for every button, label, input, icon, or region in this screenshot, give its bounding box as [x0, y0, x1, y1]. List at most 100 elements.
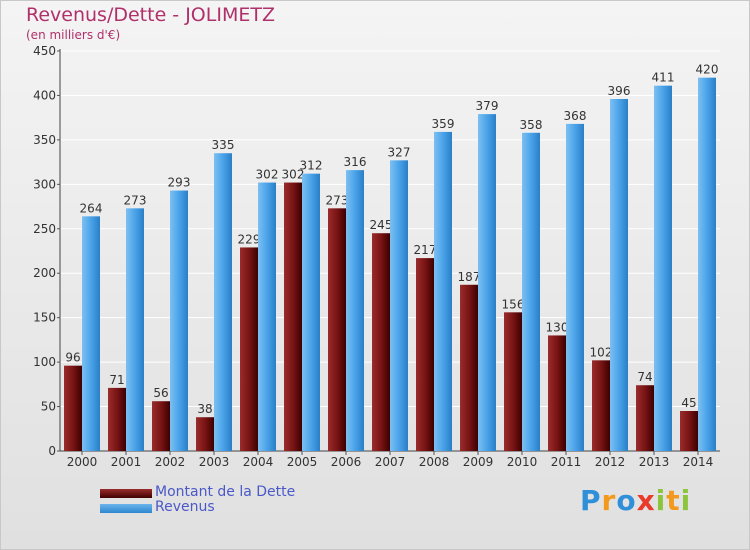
data-label-dette: 217	[414, 243, 437, 257]
logo-letter: r	[601, 484, 617, 517]
bar-dette	[504, 312, 522, 451]
x-tick-label: 2002	[155, 455, 186, 469]
bar-revenus	[478, 114, 496, 451]
data-label-dette: 56	[153, 386, 168, 400]
bar-dette	[548, 335, 566, 451]
x-tick-label: 2007	[375, 455, 406, 469]
x-tick-label: 2005	[287, 455, 318, 469]
data-label-dette: 302	[282, 168, 305, 182]
logo-letter: o	[616, 484, 637, 517]
data-label-dette: 273	[326, 193, 349, 207]
logo-letter: P	[580, 484, 602, 517]
bar-dette	[680, 411, 698, 451]
bar-dette	[416, 258, 434, 451]
bar-revenus	[522, 132, 540, 451]
bar-dette	[592, 360, 610, 451]
bar-dette	[372, 233, 390, 451]
logo-letter: x	[636, 484, 656, 517]
y-tick-label: 100	[33, 355, 56, 369]
x-tick-label: 2003	[199, 455, 230, 469]
x-tick-label: 2006	[331, 455, 362, 469]
data-label-revenus: 411	[652, 71, 675, 85]
chart-subtitle: (en milliers d'€)	[26, 28, 121, 42]
y-tick-label: 0	[48, 444, 56, 458]
bar-dette	[196, 417, 214, 451]
bar-dette	[152, 401, 170, 451]
proxiti-logo: Proxiti	[580, 484, 691, 517]
x-tick-label: 2004	[243, 455, 274, 469]
data-label-dette: 102	[590, 345, 613, 359]
x-tick-label: 2011	[551, 455, 582, 469]
x-tick-label: 2009	[463, 455, 494, 469]
legend-label-dette: Montant de la Dette	[155, 484, 296, 500]
logo-letter: t	[666, 484, 681, 517]
data-label-revenus: 273	[124, 193, 147, 207]
x-tick-label: 2012	[595, 455, 626, 469]
data-label-revenus: 293	[168, 176, 191, 190]
data-label-dette: 74	[637, 370, 652, 384]
bar-revenus	[214, 153, 232, 451]
logo-letter: i	[680, 484, 692, 517]
data-label-dette: 38	[197, 402, 212, 416]
bar-dette	[108, 387, 126, 451]
y-tick-label: 50	[41, 400, 56, 414]
data-label-revenus: 335	[212, 138, 235, 152]
x-tick-label: 2001	[111, 455, 142, 469]
x-tick-label: 2000	[67, 455, 98, 469]
data-label-revenus: 420	[696, 63, 719, 77]
bar-revenus	[390, 160, 408, 452]
data-label-revenus: 312	[300, 159, 323, 173]
bar-dette	[64, 365, 82, 451]
y-tick-label: 200	[33, 266, 56, 280]
legend-label-revenus: Revenus	[155, 499, 215, 515]
data-label-dette: 245	[370, 218, 393, 232]
data-label-dette: 96	[65, 351, 80, 365]
bar-dette	[460, 284, 478, 451]
legend-swatch-dette	[100, 489, 152, 498]
bar-revenus	[126, 208, 144, 451]
y-tick-label: 300	[33, 177, 56, 191]
bar-revenus	[610, 99, 628, 451]
x-tick-label: 2014	[683, 455, 714, 469]
y-tick-label: 250	[33, 222, 56, 236]
bar-dette	[328, 208, 346, 451]
data-label-dette: 71	[109, 373, 124, 387]
bar-revenus	[566, 123, 584, 451]
bar-dette	[240, 247, 258, 451]
bar-revenus	[258, 182, 276, 452]
y-tick-label: 350	[33, 133, 56, 147]
x-tick-label: 2010	[507, 455, 538, 469]
data-label-revenus: 379	[476, 99, 499, 113]
data-label-dette: 229	[238, 232, 261, 246]
data-label-dette: 156	[502, 297, 525, 311]
data-label-dette: 130	[546, 320, 569, 334]
x-tick-label: 2008	[419, 455, 450, 469]
bar-revenus	[654, 85, 672, 452]
y-tick-label: 400	[33, 88, 56, 102]
bar-revenus	[698, 77, 716, 452]
chart-title: Revenus/Dette - JOLIMETZ	[26, 4, 275, 26]
logo-letter: i	[655, 484, 667, 517]
bar-dette	[284, 182, 302, 452]
y-tick-label: 450	[33, 44, 56, 58]
bar-revenus	[434, 131, 452, 451]
y-tick-label: 150	[33, 311, 56, 325]
bar-revenus	[170, 190, 188, 452]
bar-revenus	[346, 170, 364, 451]
data-label-revenus: 359	[432, 117, 455, 131]
bar-dette	[636, 385, 654, 451]
data-label-revenus: 316	[344, 155, 367, 169]
data-label-revenus: 368	[564, 109, 587, 123]
data-label-revenus: 302	[256, 168, 279, 182]
bar-revenus	[302, 173, 320, 451]
data-label-revenus: 327	[388, 145, 411, 159]
data-label-dette: 187	[458, 270, 481, 284]
data-label-revenus: 358	[520, 118, 543, 132]
data-label-revenus: 264	[80, 201, 103, 215]
data-label-revenus: 396	[608, 84, 631, 98]
x-tick-label: 2013	[639, 455, 670, 469]
data-label-dette: 45	[681, 396, 696, 410]
bar-revenus	[82, 216, 100, 451]
legend-swatch-revenus	[100, 504, 152, 513]
